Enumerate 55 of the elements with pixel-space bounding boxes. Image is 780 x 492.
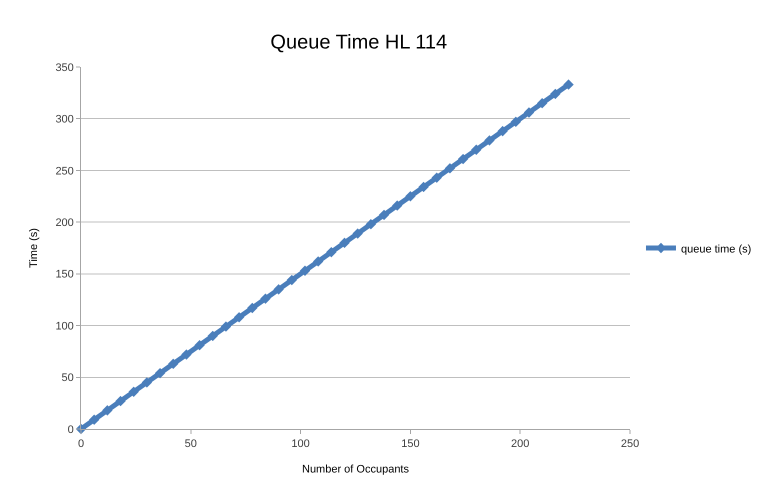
- y-tick-label: 200: [55, 216, 74, 229]
- point: [550, 88, 561, 100]
- y-tick-label: 0: [68, 424, 74, 436]
- point: [563, 79, 574, 90]
- point: [405, 191, 416, 202]
- y-tick-label: 150: [55, 268, 74, 281]
- x-tick-label: 50: [184, 438, 197, 450]
- point: [378, 210, 390, 220]
- point: [432, 172, 442, 183]
- point: [339, 238, 350, 248]
- point: [392, 200, 402, 211]
- point: [208, 330, 218, 342]
- point: [471, 144, 482, 155]
- x-tick-label: 200: [511, 438, 530, 450]
- point: [234, 312, 244, 322]
- point: [458, 154, 468, 164]
- y-tick-label: 50: [62, 372, 74, 384]
- point: [181, 349, 192, 360]
- point: [352, 228, 363, 239]
- point: [286, 274, 298, 286]
- point: [366, 219, 376, 230]
- y-tick-label: 300: [55, 114, 74, 126]
- point: [194, 340, 205, 350]
- point: [510, 116, 522, 128]
- y-tick-label: 350: [55, 62, 74, 74]
- x-tick-label: 0: [78, 438, 84, 450]
- point: [497, 126, 508, 136]
- point: [260, 293, 271, 304]
- x-tick-label: 100: [291, 438, 310, 450]
- point: [418, 182, 429, 192]
- y-tick-label: 250: [55, 165, 74, 178]
- point: [273, 284, 284, 295]
- point: [524, 107, 534, 118]
- legend-label: queue time (s): [680, 243, 752, 256]
- point: [536, 98, 548, 108]
- point: [312, 256, 324, 267]
- point: [484, 135, 495, 146]
- point: [220, 321, 232, 332]
- point: [128, 386, 139, 397]
- point: [326, 246, 337, 258]
- point: [142, 377, 152, 388]
- point: [102, 405, 113, 416]
- point: [168, 358, 178, 370]
- y-axis-title: Time (s): [28, 228, 40, 268]
- point: [300, 266, 310, 276]
- point: [154, 368, 166, 378]
- point: [88, 414, 100, 425]
- point: [247, 302, 258, 314]
- x-tick-label: 150: [401, 438, 420, 450]
- y-tick-label: 100: [55, 320, 74, 332]
- point: [444, 163, 456, 174]
- chart-title: Queue Time HL 114: [270, 31, 448, 54]
- point: [115, 396, 126, 406]
- x-axis-title: Number of Occupants: [302, 463, 410, 476]
- x-tick-label: 250: [620, 438, 640, 450]
